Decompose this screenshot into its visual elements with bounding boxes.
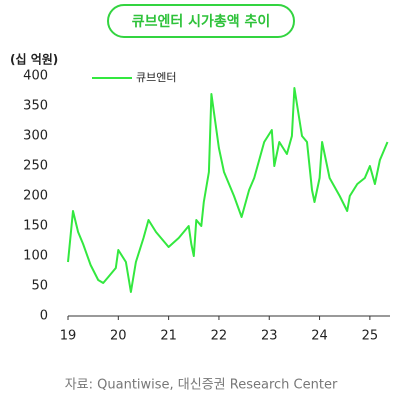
y-tick-label: 50 xyxy=(31,279,48,294)
y-tick-label: 350 xyxy=(23,99,48,114)
chart-title: 큐브엔터 시가총액 추이 xyxy=(132,13,271,30)
y-tick-label: 0 xyxy=(40,309,48,324)
legend-label: 큐브엔터 xyxy=(136,71,176,84)
y-tick-label: 200 xyxy=(23,189,48,204)
y-tick-label: 250 xyxy=(23,159,48,174)
x-tick-label: 19 xyxy=(60,329,77,344)
x-tick-label: 25 xyxy=(362,329,379,344)
series-line xyxy=(67,87,389,293)
y-axis-label: (십 억원) xyxy=(10,52,58,67)
y-tick-label: 100 xyxy=(23,249,48,264)
x-tick-label: 24 xyxy=(311,329,328,344)
x-tick-label: 20 xyxy=(110,329,127,344)
title-box xyxy=(107,4,295,38)
source: 자료: Quantiwise, 대신증권 Research Center xyxy=(65,378,338,393)
x-tick-label: 21 xyxy=(160,329,177,344)
x-tick-label: 22 xyxy=(211,329,228,344)
y-tick-label: 150 xyxy=(23,219,48,234)
y-tick-label: 300 xyxy=(23,129,48,144)
x-tick-label: 23 xyxy=(261,329,278,344)
y-tick-label: 400 xyxy=(23,69,48,84)
